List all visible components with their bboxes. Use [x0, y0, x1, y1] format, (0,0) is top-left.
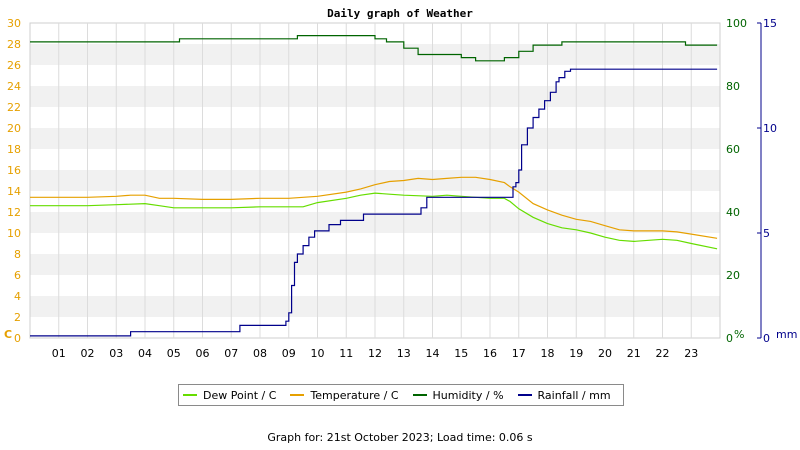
rain-tick-label: 15: [763, 17, 777, 30]
left-tick-label: 0: [14, 332, 21, 345]
left-tick-label: 8: [14, 248, 21, 261]
x-tick-label: 19: [569, 347, 583, 360]
left-tick-label: 28: [7, 38, 21, 51]
rain-tick-label: 0: [763, 332, 770, 345]
rain-axis-ticks: 0 5 10 15: [757, 17, 777, 345]
left-axis-unit: C: [4, 328, 12, 341]
rain-axis-unit: mm: [776, 328, 797, 341]
left-tick-label: 4: [14, 290, 21, 303]
legend-item-rainfall: Rainfall / mm: [517, 388, 611, 402]
x-tick-label: 09: [282, 347, 296, 360]
legend-label: Dew Point / C: [203, 388, 277, 402]
rain-tick-label: 10: [763, 122, 777, 135]
x-tick-label: 12: [368, 347, 382, 360]
x-tick-label: 07: [224, 347, 238, 360]
rainfall-line: [30, 68, 718, 337]
x-tick-label: 16: [483, 347, 497, 360]
legend-label: Temperature / C: [310, 388, 399, 402]
humidity-axis-unit: %: [734, 328, 744, 341]
legend-item-humidity: Humidity / %: [412, 388, 504, 402]
humidity-tick-label: 0: [726, 332, 733, 345]
humidity-tick-label: 80: [726, 80, 740, 93]
left-tick-label: 20: [7, 122, 21, 135]
dew-point-line: [30, 192, 718, 250]
humidity-line: [30, 35, 718, 62]
legend-swatch: [290, 394, 305, 396]
humidity-tick-label: 100: [726, 17, 747, 30]
x-tick-label: 06: [196, 347, 210, 360]
legend-item-temperature: Temperature / C: [290, 388, 399, 402]
x-tick-label: 17: [512, 347, 526, 360]
x-tick-label: 22: [656, 347, 670, 360]
left-tick-label: 24: [7, 80, 21, 93]
x-tick-label: 13: [397, 347, 411, 360]
left-tick-label: 30: [7, 17, 21, 30]
x-tick-label: 11: [339, 347, 353, 360]
x-tick-label: 23: [684, 347, 698, 360]
x-tick-label: 18: [541, 347, 555, 360]
legend: Dew Point / C Temperature / C Humidity /…: [178, 384, 624, 406]
x-tick-label: 03: [109, 347, 123, 360]
x-tick-label: 05: [167, 347, 181, 360]
left-tick-label: 18: [7, 143, 21, 156]
left-tick-label: 6: [14, 269, 21, 282]
x-tick-label: 04: [138, 347, 152, 360]
legend-label: Rainfall / mm: [537, 388, 611, 402]
legend-label: Humidity / %: [432, 388, 504, 402]
legend-swatch: [517, 394, 532, 396]
humidity-tick-label: 40: [726, 206, 740, 219]
left-tick-label: 22: [7, 101, 21, 114]
left-tick-label: 16: [7, 164, 21, 177]
x-tick-label: 01: [52, 347, 66, 360]
left-tick-label: 14: [7, 185, 21, 198]
temperature-line: [30, 176, 718, 239]
x-tick-label: 21: [627, 347, 641, 360]
series-lines: [30, 35, 718, 337]
humidity-axis-ticks: 0 20 40 60 80 100: [726, 17, 747, 345]
vertical-gridlines: [58, 23, 692, 338]
left-tick-label: 10: [7, 227, 21, 240]
rain-tick-label: 5: [763, 227, 770, 240]
footer-status: Graph for: 21st October 2023; Load time:…: [267, 431, 533, 444]
legend-item-dew-point: Dew Point / C: [183, 389, 276, 402]
x-tick-label: 15: [454, 347, 468, 360]
chart-title: Daily graph of Weather: [327, 7, 473, 20]
left-tick-label: 2: [14, 311, 21, 324]
humidity-tick-label: 20: [726, 269, 740, 282]
x-tick-label: 02: [81, 347, 95, 360]
legend-swatch: [183, 394, 197, 396]
x-tick-label: 10: [311, 347, 325, 360]
humidity-tick-label: 60: [726, 143, 740, 156]
x-tick-label: 14: [426, 347, 440, 360]
x-tick-label: 20: [598, 347, 612, 360]
x-axis-ticks: 01 02 03 04 05 06 07 08 09 10 11 12 13 14 15 16 17 18 19 20…: [52, 347, 699, 360]
weather-chart: 01 02 03 04 05 06 07 08 09 10 11 12 13 14 15 16 17 18 19 20…: [4, 7, 797, 360]
left-tick-label: 12: [7, 206, 21, 219]
legend-swatch: [412, 394, 427, 396]
x-tick-label: 08: [253, 347, 267, 360]
left-tick-label: 26: [7, 59, 21, 72]
